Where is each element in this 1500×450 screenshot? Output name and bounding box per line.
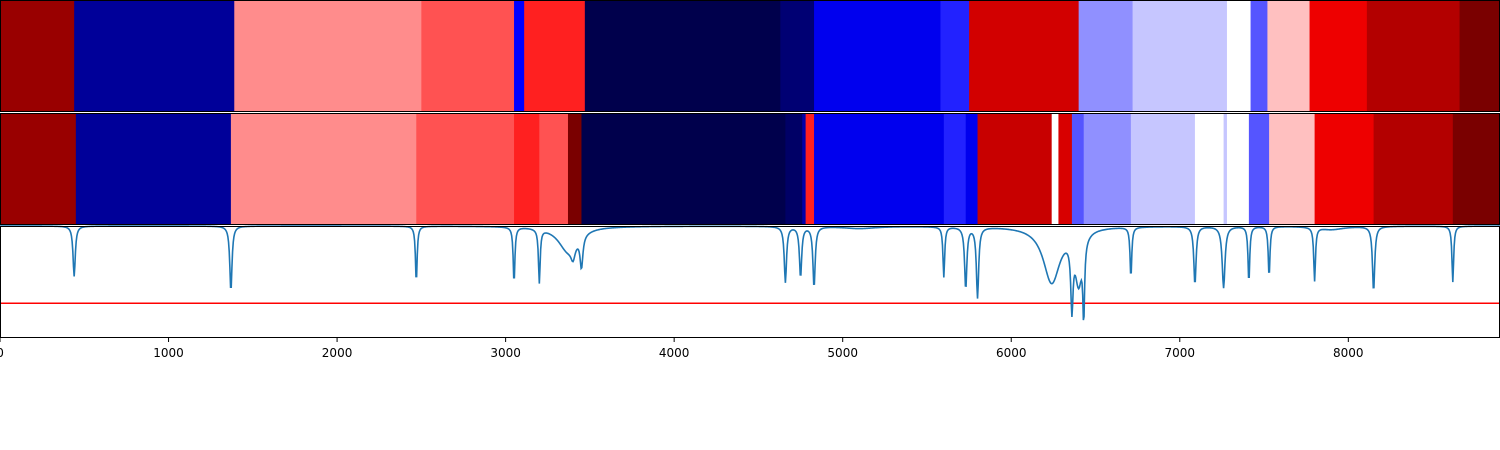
x-tick-label: 1000 <box>153 346 184 360</box>
heatmap-cell <box>1267 0 1311 112</box>
heatmap-cell <box>524 0 586 112</box>
heatmap-cell <box>1130 113 1196 225</box>
heatmap-cell <box>1314 113 1375 225</box>
x-tick-label: 5000 <box>827 346 858 360</box>
heatmap-band-1 <box>0 0 1500 112</box>
heatmap-cell <box>0 113 77 225</box>
heatmap-cell <box>814 113 945 225</box>
heatmap-cell <box>965 113 979 225</box>
heatmap-cell <box>539 113 569 225</box>
heatmap-cell <box>785 113 803 225</box>
heatmap-cell <box>805 113 815 225</box>
heatmap-cell <box>581 113 786 225</box>
heatmap-cell <box>514 0 525 112</box>
heatmap-cell <box>1223 113 1228 225</box>
heatmap-cell <box>1083 113 1132 225</box>
heatmap-cell <box>1071 113 1085 225</box>
heatmap-cell <box>1078 0 1134 112</box>
heatmap-cell <box>814 0 942 112</box>
heatmap-cell <box>584 0 781 112</box>
heatmap-cell <box>514 113 540 225</box>
heatmap-cell <box>802 113 807 225</box>
x-tick-label: 3000 <box>490 346 521 360</box>
x-axis: 0 1000 2000 3000 4000 5000 6000 7000 8000 <box>0 338 1364 360</box>
heatmap-cell <box>1248 113 1270 225</box>
heatmap-cell <box>0 0 75 112</box>
heatmap-cell <box>1309 0 1368 112</box>
heatmap-cell <box>780 0 815 112</box>
heatmap-cell <box>1226 0 1252 112</box>
x-tick-label: 8000 <box>1333 346 1364 360</box>
heatmap-cell <box>230 113 417 225</box>
x-tick-label: 4000 <box>659 346 690 360</box>
x-tick-label: 2000 <box>322 346 353 360</box>
heatmap-cell <box>1452 113 1500 225</box>
x-tick-label: 0 <box>0 346 4 360</box>
heatmap-cell <box>1459 0 1500 112</box>
heatmap-cell <box>943 113 967 225</box>
heatmap-cell <box>1226 113 1250 225</box>
heatmap-cell <box>1373 113 1454 225</box>
heatmap-cell <box>969 0 1080 112</box>
heatmap-cell <box>1058 113 1073 225</box>
heatmap-cell <box>977 113 1053 225</box>
heatmap-cell <box>1269 113 1316 225</box>
heatmap-bands <box>0 0 1500 225</box>
heatmap-cell <box>421 0 515 112</box>
heatmap-cell <box>1194 113 1225 225</box>
heatmap-cell <box>940 0 970 112</box>
heatmap-band-2 <box>0 113 1500 225</box>
x-tick-label: 6000 <box>996 346 1027 360</box>
heatmap-cell <box>567 113 583 225</box>
heatmap-cell <box>1250 0 1269 112</box>
heatmap-cell <box>1051 113 1060 225</box>
heatmap-cell <box>74 0 235 112</box>
heatmap-cell <box>1132 0 1228 112</box>
heatmap-cell <box>1366 0 1461 112</box>
heatmap-cell <box>75 113 232 225</box>
x-tick-label: 7000 <box>1165 346 1196 360</box>
heatmap-cell <box>416 113 515 225</box>
heatmap-cell <box>234 0 422 112</box>
